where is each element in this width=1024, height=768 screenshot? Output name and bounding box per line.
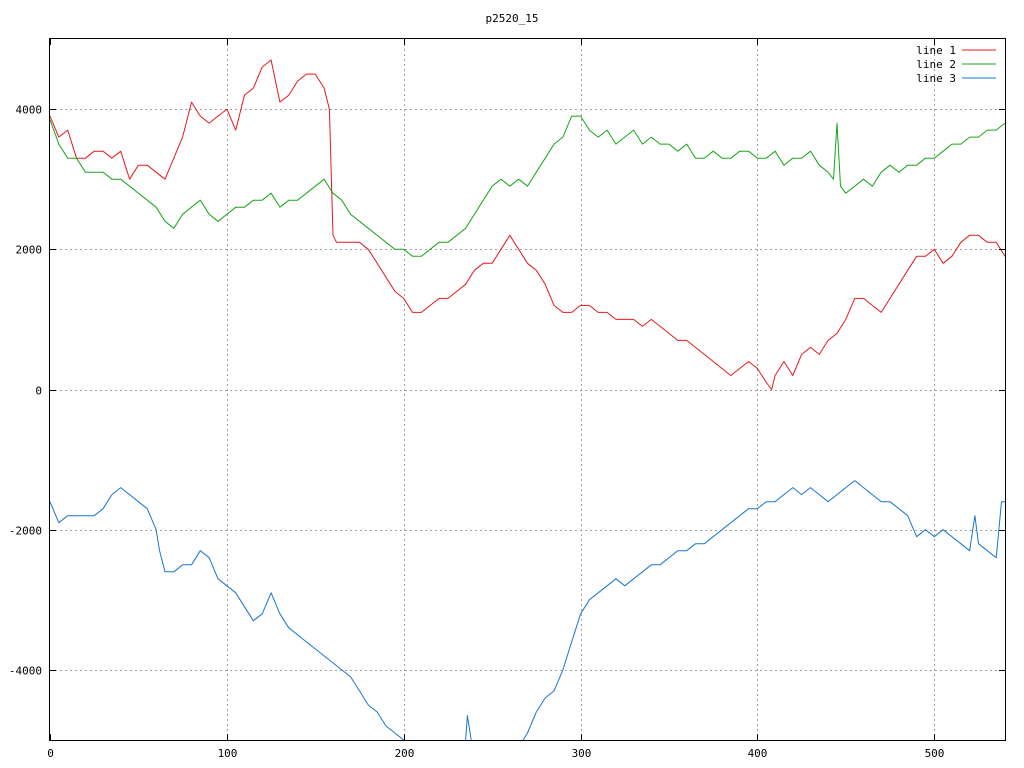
axes: 0 100 200 300 400 500 -4000 -2000 0 2000 4000 [9,39,1005,760]
legend-label: line 1 [916,44,956,57]
y-tick-label: 0 [35,385,42,398]
series-group [50,59,1005,740]
x-tick-label: 100 [218,747,238,760]
legend-label: line 2 [916,58,956,71]
plot-frame [49,38,1006,741]
x-tick-label: 200 [395,747,415,760]
series-line-2 [50,115,1005,257]
y-tick-label: -2000 [9,525,42,538]
grid [50,39,1005,740]
y-tick-label: 2000 [16,244,43,257]
series-line-1 [50,59,1005,390]
series-line-3 [50,480,1005,740]
legend-label: line 3 [916,72,956,85]
x-tick-label: 0 [47,747,54,760]
x-tick-label: 400 [748,747,768,760]
y-tick-label: -4000 [9,665,42,678]
x-tick-label: 500 [925,747,945,760]
chart-title: p2520_15 [486,12,539,25]
x-tick-label: 300 [572,747,592,760]
y-tick-label: 4000 [16,104,43,117]
